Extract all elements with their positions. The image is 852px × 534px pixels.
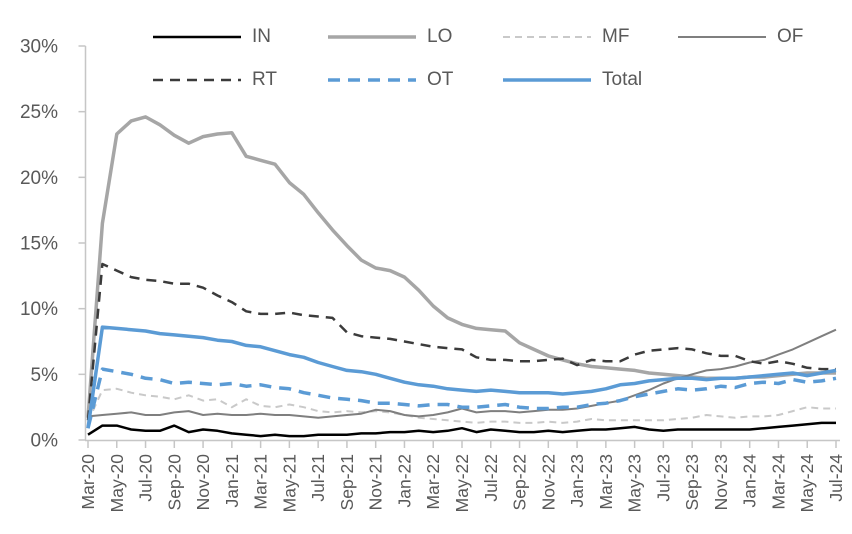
series-line-lo [86, 115, 836, 418]
x-axis-label: Nov-21 [366, 454, 386, 510]
legend-item-rt: RT [152, 70, 327, 89]
y-axis-label: 20% [20, 168, 58, 189]
series-line-in [87, 421, 836, 438]
legend-label-rt: RT [252, 69, 277, 90]
legend-label-ot: OT [427, 69, 454, 90]
legend-label-of: OF [777, 26, 804, 47]
legend-line-icon-total [503, 77, 591, 82]
x-axis-label: Nov-23 [711, 454, 731, 510]
x-axis-label: Sep-23 [682, 454, 702, 510]
x-axis-label: Jul-22 [481, 454, 501, 502]
y-axis-label: 5% [31, 365, 59, 386]
x-axis-label: Mar-20 [78, 454, 98, 510]
x-axis-label: Mar-21 [251, 454, 271, 509]
x-axis-label: May-21 [279, 454, 299, 512]
legend-line-icon-rt [153, 78, 241, 81]
legend-label-in: IN [252, 26, 271, 47]
legend-label-lo: LO [427, 26, 453, 47]
x-axis-label: May-23 [625, 454, 645, 512]
x-axis-label: May-24 [797, 454, 817, 513]
y-axis-label: 25% [20, 102, 58, 123]
y-axis-label: 15% [20, 234, 58, 255]
legend-line-icon-of [678, 35, 766, 38]
legend: IN LO MF OF RT OT Total [152, 15, 852, 101]
x-axis-label: Jan-24 [740, 454, 760, 508]
legend-line-icon-lo [328, 34, 416, 39]
legend-item-of: OF [677, 27, 852, 46]
x-axis-label: Mar-23 [596, 454, 616, 509]
series-line-mf [87, 387, 836, 424]
legend-row: IN LO MF OF [152, 15, 852, 58]
y-axis-label: 10% [20, 299, 58, 320]
x-axis-label: Nov-20 [193, 454, 213, 511]
legend-label-total: Total [602, 69, 643, 90]
series-line-total [86, 325, 837, 429]
series-line-of [87, 328, 837, 419]
legend-line-icon-ot [328, 77, 416, 82]
legend-item-in: IN [152, 27, 327, 46]
x-axis-label: Mar-22 [423, 454, 443, 509]
x-axis-label: Jan-23 [567, 454, 587, 508]
x-axis-label: Sep-22 [510, 454, 530, 510]
x-axis-label: May-20 [107, 454, 127, 513]
legend-row: RT OT Total [152, 58, 852, 101]
x-axis-label: Sep-20 [164, 454, 184, 511]
legend-item-lo: LO [327, 27, 502, 46]
series-line-ot [86, 367, 837, 429]
x-axis-label: Jan-21 [222, 454, 242, 508]
series-line-rt [86, 262, 836, 421]
x-axis-label: Mar-24 [768, 454, 788, 510]
y-axis-label: 30% [20, 37, 58, 58]
legend-item-total: Total [502, 70, 677, 89]
legend-item-mf: MF [502, 27, 677, 46]
legend-label-mf: MF [602, 26, 630, 47]
x-axis-label: Jul-23 [653, 454, 673, 502]
x-axis-label: Jul-24 [826, 454, 846, 502]
x-axis-label: Sep-21 [337, 454, 357, 510]
x-axis-label: May-22 [452, 454, 472, 512]
x-axis-label: Jul-20 [136, 454, 156, 502]
x-axis-label: Jan-22 [394, 454, 414, 508]
legend-line-icon-mf [503, 35, 591, 38]
x-axis-label: Nov-22 [538, 454, 558, 510]
legend-line-icon-in [153, 35, 241, 38]
x-axis-label: Jul-21 [308, 454, 328, 502]
y-axis-label: 0% [31, 431, 59, 452]
legend-item-ot: OT [327, 70, 502, 89]
